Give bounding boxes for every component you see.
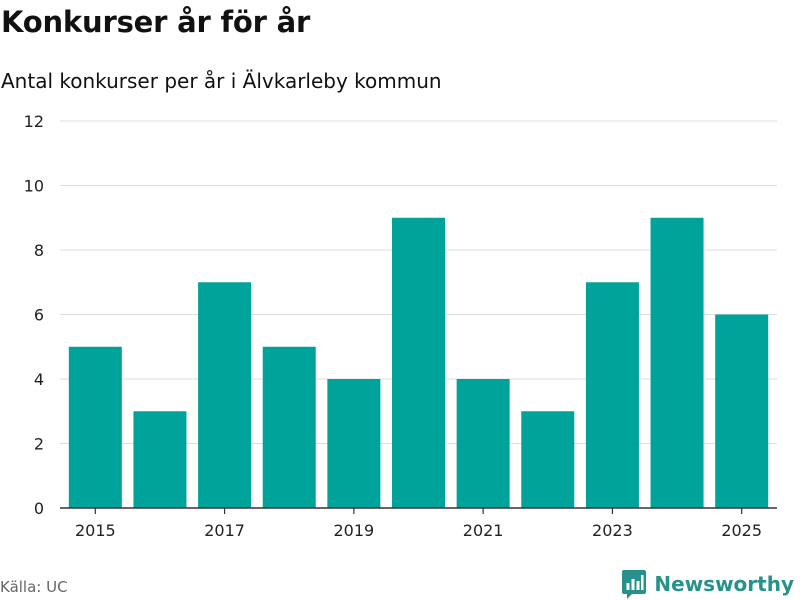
bar-2017[interactable] bbox=[198, 282, 252, 508]
x-tick-label: 2025 bbox=[721, 521, 762, 540]
bar-2023[interactable] bbox=[585, 282, 639, 508]
brand-name: Newsworthy bbox=[654, 572, 794, 596]
bar-2025[interactable] bbox=[715, 314, 769, 509]
bar-2015[interactable] bbox=[68, 346, 122, 508]
y-tick-label: 6 bbox=[34, 306, 44, 325]
source-note: Källa: UC bbox=[0, 578, 68, 596]
brand-logo[interactable]: Newsworthy bbox=[621, 566, 794, 600]
y-tick-label: 10 bbox=[24, 177, 44, 196]
bar-2021[interactable] bbox=[456, 379, 510, 508]
bar-2024[interactable] bbox=[650, 217, 704, 508]
y-tick-label: 12 bbox=[24, 112, 44, 131]
chart-subtitle: Antal konkurser per år i Älvkarleby komm… bbox=[1, 69, 442, 93]
bar-2016[interactable] bbox=[133, 411, 187, 508]
bar-2020[interactable] bbox=[391, 217, 446, 508]
bars bbox=[68, 217, 769, 509]
bar-chart: 0 2 4 6 8 10 12 2015 2017 2019 2021 2023 2025 bbox=[24, 112, 777, 540]
chart-title: Konkurser år för år bbox=[1, 5, 311, 39]
y-tick-label: 8 bbox=[34, 241, 44, 260]
x-tick-label: 2019 bbox=[334, 521, 375, 540]
newsworthy-logo-icon bbox=[622, 570, 647, 599]
bar-2022[interactable] bbox=[521, 411, 575, 508]
y-tick-label: 4 bbox=[34, 370, 44, 389]
y-tick-label: 0 bbox=[34, 499, 44, 518]
x-tick-label: 2023 bbox=[592, 521, 633, 540]
x-tick-label: 2015 bbox=[75, 521, 116, 540]
x-tick-label: 2021 bbox=[463, 521, 504, 540]
bar-2018[interactable] bbox=[262, 346, 316, 508]
y-tick-label: 2 bbox=[34, 435, 44, 454]
bar-2019[interactable] bbox=[327, 379, 381, 508]
tick-labels: 0 2 4 6 8 10 12 2015 2017 2019 2021 2023 2025 bbox=[24, 112, 762, 540]
x-tick-label: 2017 bbox=[204, 521, 245, 540]
axes bbox=[60, 507, 777, 514]
